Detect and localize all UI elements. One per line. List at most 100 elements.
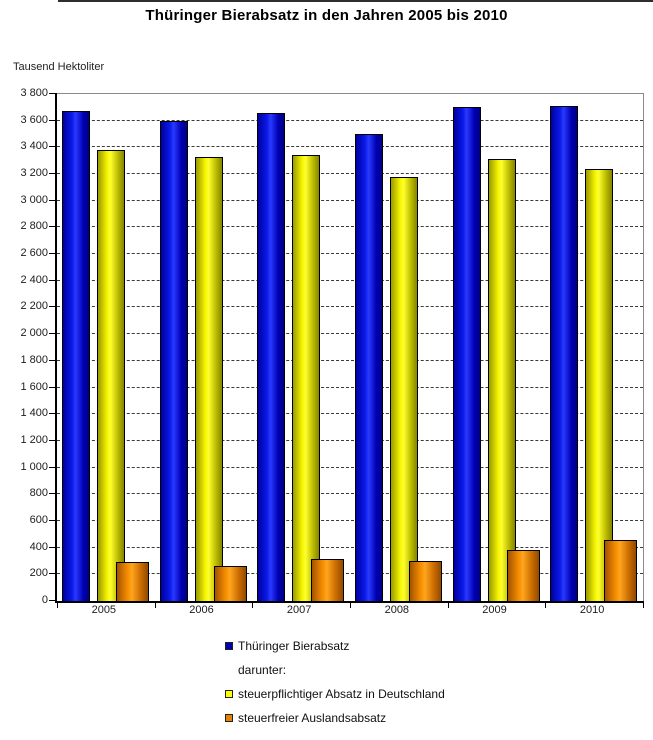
legend-row-0: Thüringer Bierabsatz xyxy=(225,638,445,653)
chart-title: Thüringer Bierabsatz in den Jahren 2005 … xyxy=(145,7,508,24)
gridline-2200 xyxy=(57,306,643,308)
bar-2008-series2 xyxy=(409,560,442,601)
y-tick-label-1200: 1 200 xyxy=(20,433,48,446)
y-tick-label-3400: 3 400 xyxy=(20,140,48,153)
y-tick-label-2800: 2 800 xyxy=(20,220,48,233)
y-axis-tick xyxy=(49,519,57,521)
top-border-rule xyxy=(58,0,653,2)
y-tick-label-400: 400 xyxy=(29,540,48,553)
gridline-1200 xyxy=(57,439,643,441)
y-axis-tick xyxy=(49,413,57,415)
bar-2010-series1 xyxy=(585,168,614,601)
bar-2010-series2 xyxy=(604,539,638,601)
y-axis-tick xyxy=(49,573,57,575)
gridline-1400 xyxy=(57,413,643,415)
y-tick-label-2200: 2 200 xyxy=(20,300,48,313)
x-tick-label-2009: 2009 xyxy=(482,604,507,616)
legend-row-2: steuerpflichtiger Absatz in Deutschland xyxy=(225,686,445,701)
bar-group-2008 xyxy=(350,94,448,601)
y-axis-tick xyxy=(49,93,57,94)
gridline-1000 xyxy=(57,466,643,468)
yellow-square-icon xyxy=(225,689,233,698)
bar-2006-series0 xyxy=(159,120,188,601)
y-tick-label-0: 0 xyxy=(41,594,48,606)
gridline-3000 xyxy=(57,199,643,201)
x-axis-tick xyxy=(447,601,449,608)
gridline-600 xyxy=(57,519,643,521)
y-axis-tick xyxy=(49,359,57,361)
y-axis-tick xyxy=(49,226,57,228)
y-axis-tick xyxy=(49,279,57,281)
bar-group-2005 xyxy=(57,94,155,601)
legend-row-3: steuerfreier Auslandsabsatz xyxy=(225,710,445,725)
legend-label: Thüringer Bierabsatz xyxy=(238,638,350,653)
bar-2006-series1 xyxy=(194,156,223,601)
x-tick-label-2006: 2006 xyxy=(189,604,214,616)
y-axis-tick xyxy=(49,333,57,335)
legend-label: steuerpflichtiger Absatz in Deutschland xyxy=(238,686,445,701)
bar-2006-series2 xyxy=(213,566,247,601)
y-axis-tick xyxy=(49,173,57,175)
y-axis-tick xyxy=(49,199,57,201)
gridline-2800 xyxy=(57,226,643,228)
y-tick-label-2400: 2 400 xyxy=(20,273,48,286)
bar-2007-series2 xyxy=(311,558,345,601)
bar-2008-series0 xyxy=(355,134,383,601)
gridline-3200 xyxy=(57,173,643,175)
bar-group-2010 xyxy=(545,94,643,601)
y-axis-tick xyxy=(49,119,57,121)
bar-2010-series0 xyxy=(550,106,579,601)
gridline-3400 xyxy=(57,146,643,148)
y-tick-label-200: 200 xyxy=(29,567,48,580)
legend-label: darunter: xyxy=(238,662,287,677)
y-tick-label-600: 600 xyxy=(29,513,48,526)
y-tick-label-3200: 3 200 xyxy=(20,167,48,180)
y-tick-label-3000: 3 000 xyxy=(20,193,48,206)
y-axis-tick xyxy=(49,466,57,468)
bar-group-2009 xyxy=(448,94,546,601)
plot-area xyxy=(49,93,644,608)
y-axis-tick xyxy=(49,493,57,495)
y-tick-label-3600: 3 600 xyxy=(20,113,48,126)
bar-group-2006 xyxy=(155,94,253,601)
x-axis-tick xyxy=(154,601,156,608)
blue-square-icon xyxy=(225,641,233,650)
y-axis-tick xyxy=(49,253,57,255)
bar-group-2007 xyxy=(252,94,350,601)
bar-2005-series1 xyxy=(97,150,125,601)
y-tick-label-1800: 1 800 xyxy=(20,353,48,366)
x-axis-tick xyxy=(545,601,547,608)
y-tick-label-1600: 1 600 xyxy=(20,380,48,393)
y-tick-label-2000: 2 000 xyxy=(20,327,48,340)
x-axis-tick-labels: 2005 2006 2007 2008 2009 2010 xyxy=(55,604,641,620)
y-tick-label-800: 800 xyxy=(29,487,48,500)
bar-2008-series1 xyxy=(390,177,418,601)
legend-label: steuerfreier Auslandsabsatz xyxy=(238,710,387,725)
x-axis-tick xyxy=(350,601,351,608)
y-axis-units-label: Tausend Hektoliter xyxy=(13,61,105,73)
gridline-2000 xyxy=(57,333,643,335)
x-tick-label-2005: 2005 xyxy=(91,604,117,616)
x-tick-label-2010: 2010 xyxy=(579,604,605,616)
y-tick-label-2600: 2 600 xyxy=(20,247,48,260)
y-axis-tick xyxy=(49,600,57,601)
gridline-400 xyxy=(57,546,643,548)
y-axis-tick xyxy=(49,146,57,148)
gridline-3600 xyxy=(57,119,643,121)
y-axis-tick xyxy=(49,386,57,388)
gridline-1600 xyxy=(57,386,643,388)
x-tick-label-2008: 2008 xyxy=(384,604,410,616)
gridline-1800 xyxy=(57,359,643,361)
bar-2005-series0 xyxy=(62,111,90,601)
x-tick-label-2007: 2007 xyxy=(286,604,312,616)
bar-2009-series2 xyxy=(506,549,540,601)
chart-legend: Thüringer Bierabsatz darunter: steuerpflic… xyxy=(225,639,445,735)
y-tick-label-3800: 3 800 xyxy=(20,87,48,99)
y-tick-label-1000: 1 000 xyxy=(20,460,48,473)
x-axis-tick xyxy=(57,601,58,608)
x-axis-tick xyxy=(643,601,644,608)
gridline-2600 xyxy=(57,253,643,255)
bar-2009-series0 xyxy=(452,107,481,601)
y-axis-tick xyxy=(49,306,57,308)
